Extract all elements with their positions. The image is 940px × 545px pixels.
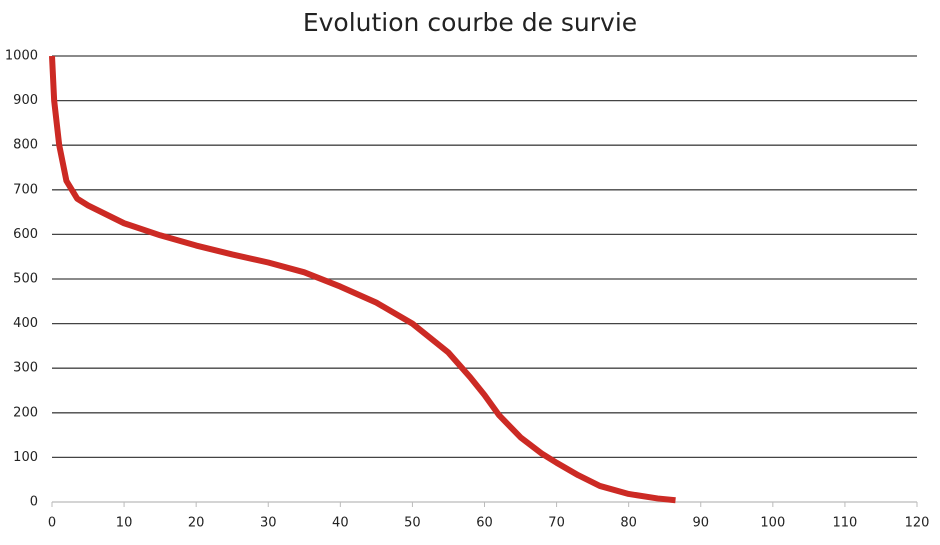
y-tick-label: 400 (13, 316, 38, 331)
y-tick-label: 700 (13, 182, 38, 197)
x-tick-label: 60 (476, 516, 493, 531)
y-tick-label: 900 (13, 93, 38, 108)
x-tick-label: 110 (833, 516, 858, 531)
x-tick-label: 20 (188, 516, 205, 531)
y-tick-label: 600 (13, 227, 38, 242)
x-tick-label: 100 (760, 516, 785, 531)
chart-title: Evolution courbe de survie (303, 8, 637, 37)
x-tick-label: 70 (548, 516, 565, 531)
x-tick-label: 40 (332, 516, 349, 531)
y-tick-label: 800 (13, 138, 38, 153)
x-tick-label: 10 (116, 516, 133, 531)
x-tick-label: 120 (905, 516, 930, 531)
survival-line (49, 55, 676, 504)
y-tick-label: 0 (30, 495, 38, 510)
y-tick-label: 100 (13, 450, 38, 465)
y-tick-label: 1000 (5, 49, 38, 64)
x-tick-label: 0 (48, 516, 56, 531)
x-tick-label: 90 (692, 516, 709, 531)
x-tick-label: 50 (404, 516, 421, 531)
y-tick-label: 200 (13, 405, 38, 420)
x-tick-label: 80 (620, 516, 637, 531)
x-tick-label: 30 (260, 516, 277, 531)
y-tick-label: 300 (13, 361, 38, 376)
y-tick-label: 500 (13, 272, 38, 287)
